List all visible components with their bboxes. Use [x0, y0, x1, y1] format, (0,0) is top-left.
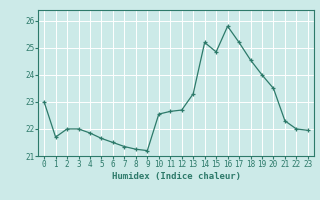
- X-axis label: Humidex (Indice chaleur): Humidex (Indice chaleur): [111, 172, 241, 181]
